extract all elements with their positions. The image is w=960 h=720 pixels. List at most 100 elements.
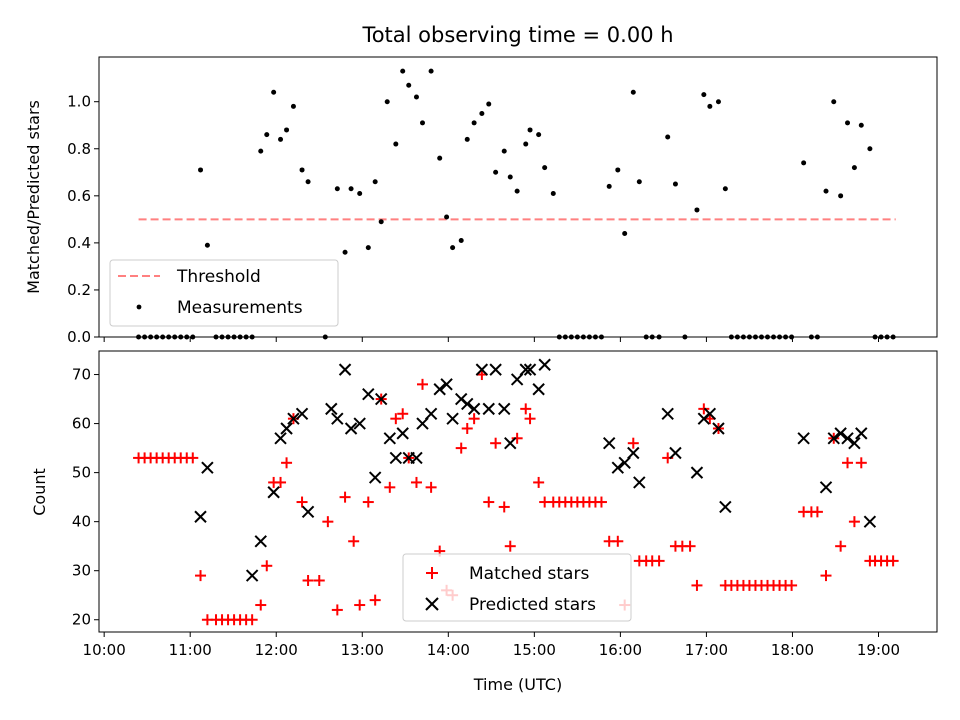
legend-predicted-swatch — [425, 597, 439, 611]
matched-stars-point — [455, 442, 467, 454]
matched-stars-point — [811, 506, 823, 518]
matched-stars-point — [275, 476, 287, 488]
y-tick-label: 0.2 — [67, 281, 91, 299]
measurements-point — [400, 68, 406, 74]
y-tick-label: 70 — [72, 366, 91, 384]
matched-stars-point — [339, 491, 351, 503]
measurements-point — [845, 120, 851, 126]
x-tick-label: 15:00 — [513, 641, 556, 659]
y-tick-label: 50 — [72, 464, 91, 482]
predicted-stars-point — [301, 505, 315, 519]
matched-stars-point — [296, 496, 308, 508]
matched-stars-point — [322, 516, 334, 528]
predicted-stars-point — [280, 422, 293, 435]
measurements-point — [284, 127, 290, 133]
matched-stars-point — [187, 452, 199, 464]
count-legend: Matched stars Predicted stars — [402, 553, 632, 622]
predicted-stars-point — [510, 373, 524, 386]
predicted-stars-point — [523, 363, 537, 376]
predicted-stars-point — [353, 417, 366, 430]
predicted-stars-point — [396, 427, 409, 440]
predicted-stars-point — [383, 432, 397, 445]
ratio-plot-area — [136, 68, 896, 340]
legend-matched-label: Matched stars — [469, 564, 589, 584]
matched-stars-point — [520, 403, 532, 415]
x-tick-label: 13:00 — [341, 641, 384, 659]
matched-stars-point — [410, 476, 422, 488]
measurements-point — [413, 94, 419, 100]
matched-stars-point — [511, 432, 523, 444]
predicted-stars-point — [254, 535, 267, 548]
matched-stars-point — [261, 560, 273, 572]
matched-stars-point — [390, 413, 402, 425]
matched-stars-point — [524, 413, 536, 425]
measurements-point — [636, 179, 642, 185]
measurements-point — [278, 136, 284, 142]
matched-stars-point — [461, 422, 473, 434]
matched-stars-point — [425, 481, 437, 493]
measurements-point — [665, 134, 671, 140]
measurements-point — [501, 148, 507, 154]
predicted-stars-point — [602, 436, 616, 450]
matched-stars-point — [369, 594, 381, 606]
measurements-point — [342, 249, 348, 255]
legend-predicted-label: Predicted stars — [469, 595, 596, 615]
measurements-point — [707, 103, 713, 109]
count-y-axis-label: Count — [30, 468, 49, 516]
measurements-point — [801, 160, 807, 166]
measurements-point — [419, 120, 425, 126]
measurements-point — [348, 186, 354, 192]
predicted-stars-point — [446, 412, 459, 425]
predicted-stars-point — [618, 456, 631, 470]
legend-measurements-swatch — [136, 304, 142, 310]
predicted-stars-point — [703, 407, 717, 420]
legend-measurements-label: Measurements — [177, 298, 303, 318]
matched-stars-point — [835, 540, 847, 552]
measurements-point — [290, 103, 296, 109]
count-legend-box — [402, 553, 632, 622]
measurements-point — [204, 242, 210, 248]
matched-stars-point — [842, 457, 854, 469]
matched-stars-point — [504, 540, 516, 552]
measurements-point — [615, 167, 621, 173]
matched-stars-point — [331, 604, 343, 616]
matched-stars-point — [887, 555, 899, 567]
x-tick-label: 17:00 — [685, 641, 728, 659]
measurements-point — [507, 174, 513, 180]
measurements-point — [393, 141, 399, 147]
measurements-point — [622, 230, 628, 236]
predicted-stars-point — [834, 427, 847, 440]
measurements-point — [527, 127, 533, 133]
chart-title: Total observing time = 0.00 h — [361, 23, 673, 47]
measurements-point — [701, 92, 707, 98]
predicted-stars-point — [374, 392, 388, 406]
x-tick-label: 14:00 — [427, 641, 470, 659]
measurements-point — [428, 68, 434, 74]
predicted-stars-point — [274, 432, 287, 445]
predicted-stars-point — [475, 363, 489, 376]
measurements-point — [378, 219, 384, 225]
legend-threshold-label: Threshold — [176, 267, 261, 287]
measurements-point — [305, 179, 311, 185]
predicted-stars-point — [344, 422, 358, 435]
measurements-point — [450, 245, 456, 251]
predicted-stars-point — [325, 402, 338, 416]
y-tick-label: 0.6 — [67, 187, 91, 205]
measurements-point — [694, 207, 700, 213]
measurements-point — [464, 136, 470, 142]
matched-stars-point — [313, 575, 325, 587]
measurements-point — [406, 82, 412, 88]
matched-stars-point — [612, 535, 624, 547]
predicted-stars-point — [338, 363, 352, 376]
x-tick-label: 12:00 — [255, 641, 298, 659]
y-tick-label: 20 — [72, 611, 91, 629]
predicted-stars-point — [633, 476, 646, 489]
measurements-point — [299, 167, 305, 173]
predicted-stars-point — [482, 402, 495, 416]
predicted-stars-point — [461, 397, 474, 411]
measurements-point — [722, 186, 728, 192]
matched-stars-point — [684, 540, 696, 552]
predicted-stars-point — [690, 466, 704, 479]
ratio-legend-box — [109, 259, 339, 327]
predicted-stars-point — [362, 387, 375, 401]
